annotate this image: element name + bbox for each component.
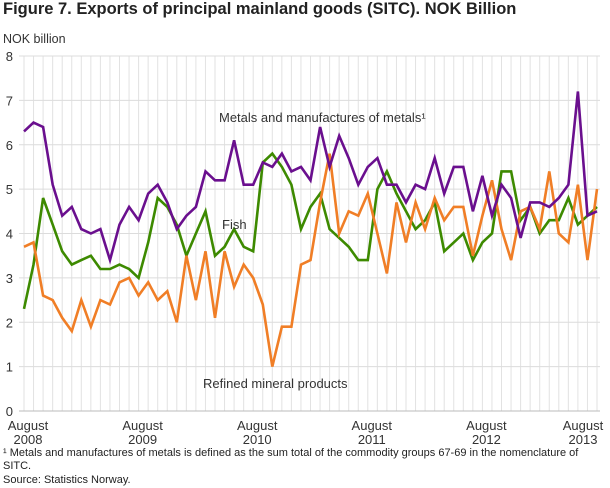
series-label-metals: Metals and manufactures of metals¹ — [219, 110, 426, 125]
x-tick-label-month: August — [563, 418, 604, 433]
y-tick-label: 4 — [6, 227, 13, 242]
series-label-refined: Refined mineral products — [203, 376, 348, 391]
series-lines — [22, 91, 599, 367]
grid: 012345678August2008August2009August2010A… — [6, 49, 604, 447]
x-tick-label-month: August — [466, 418, 507, 433]
x-tick-label-year: 2010 — [243, 432, 272, 447]
y-tick-label: 8 — [6, 49, 13, 64]
x-tick-label-year: 2012 — [472, 432, 501, 447]
y-tick-label: 3 — [6, 271, 13, 286]
y-axis-label: NOK billion — [3, 32, 66, 46]
y-tick-label: 0 — [6, 404, 13, 419]
x-tick-label-year: 2011 — [358, 432, 386, 447]
x-tick-label-month: August — [122, 418, 163, 433]
y-tick-label: 6 — [6, 138, 13, 153]
x-tick-label-month: August — [8, 418, 49, 433]
y-tick-label: 2 — [6, 315, 13, 330]
footnote: ¹ Metals and manufactures of metals is d… — [3, 447, 579, 472]
series-line-fish — [22, 151, 598, 310]
line-chart: 012345678August2008August2009August2010A… — [6, 49, 604, 447]
y-tick-label: 5 — [6, 182, 13, 197]
y-tick-label: 7 — [6, 93, 13, 108]
x-tick-label-month: August — [237, 418, 278, 433]
series-labels: Metals and manufactures of metals¹ Fish … — [203, 110, 426, 391]
x-tick-label-month: August — [352, 418, 393, 433]
x-tick-label-year: 2009 — [128, 432, 157, 447]
x-tick-label-year: 2008 — [14, 432, 43, 447]
y-tick-label: 1 — [6, 360, 13, 375]
series-label-fish: Fish — [222, 217, 247, 232]
chart-title: Figure 7. Exports of principal mainland … — [3, 0, 517, 18]
source: Source: Statistics Norway. — [3, 474, 131, 486]
x-tick-label-year: 2013 — [569, 432, 598, 447]
series-line-refined-mineral-products — [23, 153, 599, 367]
series-line-metals — [23, 91, 598, 265]
